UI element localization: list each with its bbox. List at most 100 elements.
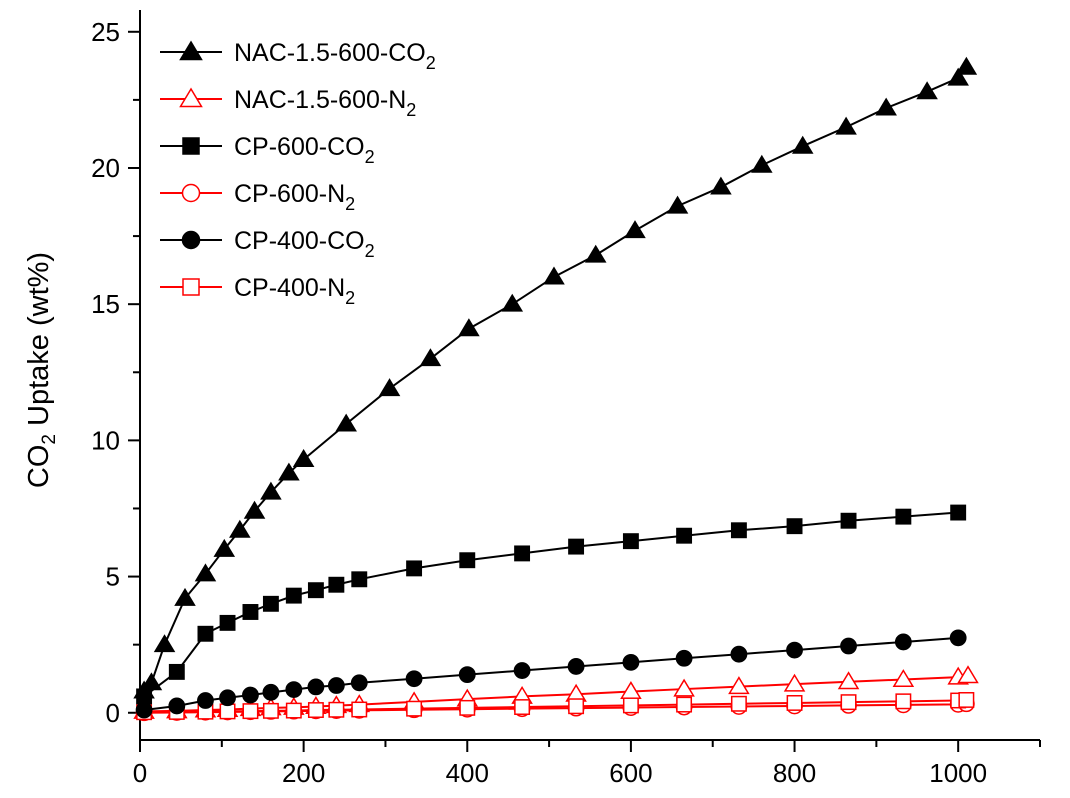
data-point — [624, 220, 646, 239]
data-point — [458, 666, 476, 684]
data-point — [622, 533, 639, 550]
data-point — [174, 587, 196, 606]
data-point — [783, 673, 806, 692]
data-point — [351, 571, 368, 588]
legend-label: NAC-1.5-600-CO2 — [234, 39, 436, 73]
series-2 — [136, 504, 967, 705]
legend-item: NAC-1.5-600-N2 — [160, 86, 416, 120]
data-point — [895, 693, 912, 710]
data-point — [949, 629, 967, 647]
data-point — [406, 700, 423, 717]
data-point — [730, 522, 747, 539]
data-point — [285, 587, 302, 604]
data-point — [140, 672, 163, 691]
data-point — [260, 481, 282, 500]
data-point — [894, 633, 912, 651]
data-point — [947, 67, 969, 86]
x-tick-label: 0 — [133, 758, 147, 788]
series-layer — [133, 56, 979, 722]
data-point — [307, 702, 324, 718]
data-point — [958, 692, 975, 708]
data-point — [197, 625, 214, 642]
data-point — [406, 560, 423, 577]
data-point — [957, 665, 979, 684]
legend-marker — [181, 230, 201, 250]
data-point — [622, 653, 640, 671]
data-point — [791, 135, 814, 154]
data-point — [675, 649, 693, 667]
data-point — [213, 538, 236, 557]
y-tick-label: 5 — [106, 562, 120, 592]
data-point — [730, 645, 748, 663]
data-point — [262, 702, 279, 719]
x-tick-label: 400 — [446, 758, 489, 788]
y-tick-label: 15 — [91, 289, 120, 319]
data-point — [955, 56, 978, 75]
data-point — [243, 500, 266, 519]
data-point — [567, 658, 585, 675]
data-point — [514, 699, 531, 715]
data-point — [584, 244, 607, 263]
x-tick-label: 800 — [773, 758, 816, 788]
data-point — [285, 681, 303, 699]
data-point — [419, 348, 442, 367]
legend-label: CP-400-CO2 — [234, 227, 375, 261]
x-tick-label: 600 — [609, 758, 652, 788]
legend-marker — [182, 137, 200, 155]
data-point — [219, 689, 236, 707]
series-0 — [133, 56, 978, 699]
data-point — [513, 662, 531, 679]
data-point — [242, 604, 259, 620]
data-point — [168, 697, 186, 715]
data-point — [229, 519, 251, 538]
data-point — [835, 116, 857, 135]
data-point — [786, 641, 803, 659]
legend-item: CP-600-CO2 — [160, 133, 375, 167]
data-point — [458, 318, 480, 337]
data-point — [622, 697, 639, 714]
legend: NAC-1.5-600-CO2 NAC-1.5-600-N2 CP-600-CO2 C… — [160, 39, 436, 308]
legend-marker — [181, 183, 201, 203]
data-point — [728, 676, 750, 695]
data-point — [786, 518, 803, 535]
data-point — [335, 413, 357, 432]
data-point — [840, 694, 857, 711]
data-point — [278, 462, 300, 481]
data-point — [459, 699, 476, 716]
data-point — [673, 678, 695, 697]
data-point — [730, 695, 747, 712]
series-5 — [136, 692, 975, 721]
data-point — [168, 663, 185, 680]
y-axis-label: CO2 Uptake (wt%) — [23, 252, 60, 488]
data-point — [459, 552, 476, 569]
data-point — [837, 671, 860, 690]
axes: 0 200 400 600 800 1000 0 5 10 15 20 25 — [91, 10, 1041, 788]
data-point — [135, 701, 153, 719]
data-point — [328, 701, 345, 718]
data-point — [307, 678, 325, 696]
data-point — [501, 293, 524, 312]
data-point — [328, 576, 345, 593]
data-point — [327, 677, 345, 694]
data-point — [916, 81, 938, 100]
data-point — [153, 634, 176, 653]
data-point — [197, 692, 214, 709]
data-point — [262, 595, 279, 612]
data-point — [666, 195, 689, 214]
data-point — [710, 176, 732, 195]
data-point — [262, 683, 280, 701]
legend-marker — [182, 278, 200, 296]
data-point — [543, 266, 565, 285]
data-point — [751, 154, 773, 173]
legend-item: CP-600-N2 — [160, 180, 355, 214]
legend-marker — [179, 87, 203, 108]
legend-label: CP-600-CO2 — [234, 133, 375, 167]
y-tick-label: 10 — [91, 425, 120, 455]
y-tick-label: 25 — [91, 17, 120, 47]
series-line — [144, 674, 969, 713]
x-tick-label: 200 — [282, 758, 325, 788]
data-point — [405, 670, 423, 688]
data-point — [242, 686, 259, 704]
data-point — [292, 448, 315, 467]
